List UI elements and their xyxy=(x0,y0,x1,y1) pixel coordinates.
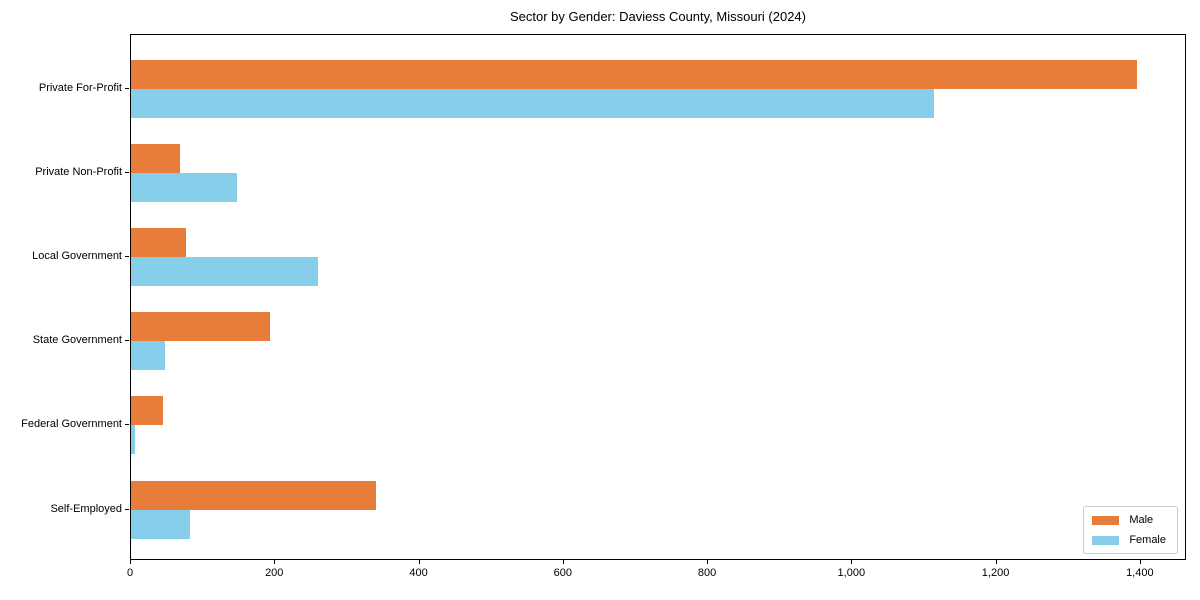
x-tick-mark xyxy=(130,560,131,564)
legend-swatch-male xyxy=(1092,515,1120,525)
legend-item-male: Male xyxy=(1092,514,1166,526)
x-tick-mark xyxy=(851,560,853,564)
y-tick-label: Private Non-Profit xyxy=(35,166,122,179)
y-tick-label: Private For-Profit xyxy=(38,82,122,94)
legend: Male Female xyxy=(1083,506,1178,554)
y-tick-label: State Government xyxy=(32,334,122,347)
y-tick-label: Federal Government xyxy=(21,418,122,431)
bar-female-state-government xyxy=(131,341,165,371)
y-tick-mark xyxy=(125,340,129,342)
y-tick-mark xyxy=(125,88,129,89)
x-tick-mark xyxy=(562,560,564,564)
bar-male-local-government xyxy=(131,228,186,258)
x-tick-label: 0 xyxy=(126,567,134,579)
x-tick-label: 800 xyxy=(697,567,717,579)
bar-female-private-for-profit xyxy=(131,89,934,118)
x-tick-label: 1,400 xyxy=(1126,567,1154,579)
bar-female-private-non-profit xyxy=(131,173,237,203)
bar-male-state-government xyxy=(131,312,271,342)
x-tick-label: 1,000 xyxy=(837,567,866,579)
chart-title: Sector by Gender: Daviess County, Missou… xyxy=(510,9,806,24)
x-tick-mark xyxy=(418,560,420,564)
y-tick-mark xyxy=(125,172,129,174)
x-tick-label: 1,200 xyxy=(981,567,1010,579)
y-tick-mark xyxy=(125,424,129,426)
bar-male-federal-government xyxy=(131,396,163,426)
x-tick-label: 400 xyxy=(409,567,428,579)
legend-label-female: Female xyxy=(1129,534,1166,546)
bar-male-private-non-profit xyxy=(131,144,180,174)
x-tick-mark xyxy=(707,560,709,564)
legend-label-male: Male xyxy=(1129,514,1154,526)
bar-female-local-government xyxy=(131,257,318,287)
bar-female-federal-government xyxy=(131,425,135,455)
y-tick-mark xyxy=(125,256,129,258)
y-tick-label: Local Government xyxy=(32,250,122,263)
plot-area: Male Female xyxy=(130,34,1186,560)
y-tick-label: Self-Employed xyxy=(50,502,122,515)
x-tick-mark xyxy=(274,560,276,564)
bar-male-private-for-profit xyxy=(131,60,1138,89)
y-tick-mark xyxy=(125,508,129,510)
legend-item-female: Female xyxy=(1092,534,1166,546)
x-tick-mark xyxy=(1139,560,1141,564)
x-tick-label: 600 xyxy=(553,567,572,579)
bar-female-self-employed xyxy=(131,509,191,539)
x-tick-mark xyxy=(995,560,997,564)
bar-male-self-employed xyxy=(131,480,377,510)
x-tick-label: 200 xyxy=(265,567,284,579)
legend-swatch-female xyxy=(1092,535,1120,545)
